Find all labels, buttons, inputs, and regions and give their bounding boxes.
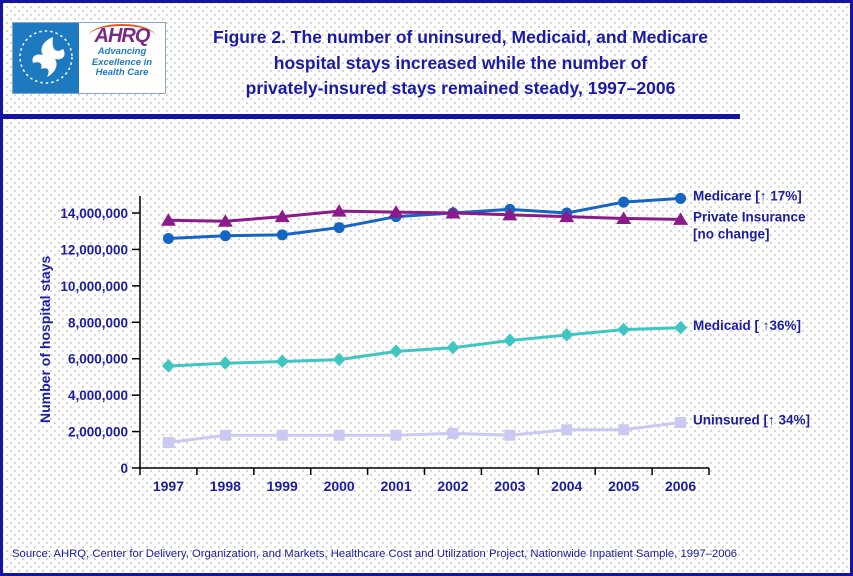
header-divider-rule: [3, 114, 740, 119]
series-medicare-marker: [333, 222, 345, 234]
series-medicaid-marker: [446, 340, 460, 355]
series-medicaid-marker: [218, 356, 232, 370]
hhs-logo: [13, 23, 79, 93]
series-uninsured-marker: [618, 424, 630, 436]
y-tick-label: 0: [120, 461, 128, 476]
series-private-insurance-marker: [559, 209, 575, 223]
hhs-eagle-icon: [19, 30, 73, 84]
series-uninsured-marker: [276, 429, 288, 441]
figure-title-line1: Figure 2. The number of uninsured, Medic…: [213, 27, 708, 47]
series-medicare-marker: [276, 229, 288, 241]
series-private-insurance-marker: [502, 207, 518, 221]
series-medicaid-marker: [389, 344, 403, 358]
series-private-insurance-marker: [445, 206, 461, 219]
series-private-insurance-annotation: [no change]: [693, 226, 770, 241]
series-medicaid-marker: [560, 328, 574, 342]
y-tick-label: 2,000,000: [68, 425, 128, 440]
series-uninsured-line: [168, 420, 681, 444]
series-medicaid-marker: [161, 359, 175, 373]
series-uninsured-marker: [390, 429, 402, 441]
x-tick-label: 2005: [608, 478, 639, 494]
x-tick-label: 2006: [665, 478, 696, 494]
series-private-insurance-line: [168, 209, 681, 223]
series-medicaid-marker: [674, 320, 688, 335]
series-uninsured-marker: [675, 416, 687, 428]
series-uninsured-annotation: Uninsured [↑ 34%]: [693, 412, 810, 427]
series-uninsured-marker: [162, 437, 174, 448]
series-private-insurance-marker: [274, 209, 290, 223]
x-tick-label: 2000: [324, 478, 355, 494]
series-private-insurance-marker: [331, 204, 347, 217]
series-private-insurance-marker: [217, 214, 233, 227]
y-tick-label: 4,000,000: [68, 388, 128, 403]
series-medicaid-line: [168, 326, 681, 368]
series-medicare-marker: [162, 233, 174, 244]
x-tick-label: 2004: [551, 478, 582, 494]
series-medicaid-marker: [332, 352, 346, 367]
y-tick-label: 8,000,000: [68, 315, 128, 330]
series-uninsured-marker: [447, 427, 459, 439]
figure-title-line2: hospital stays increased while the numbe…: [273, 52, 648, 73]
series-uninsured-marker: [219, 429, 231, 441]
ahrq-tagline-line1: Advancing: [97, 46, 147, 57]
series-medicare-marker: [675, 192, 687, 204]
series-private-insurance-marker: [616, 211, 632, 224]
x-tick-label: 1998: [210, 478, 241, 494]
series-private-insurance-marker: [160, 213, 176, 226]
figure-title-line3: privately-insured stays remained steady,…: [245, 78, 676, 98]
figure-title: Figure 2. The number of uninsured, Medic…: [173, 25, 748, 102]
ahrq-tagline-line2: Excellence in: [91, 56, 153, 68]
y-tick-label: 14,000,000: [60, 206, 128, 221]
series-medicare-line: [168, 196, 681, 240]
line-chart: 0 2,000,000 4,000,000 6,000,000 8,000,000 10,…: [60, 188, 810, 494]
ahrq-arc-icon: [89, 24, 155, 36]
ahrq-tagline-line3: Health Care: [95, 67, 149, 78]
series-medicaid-marker: [503, 333, 517, 347]
x-tick-label: 2001: [380, 478, 411, 494]
series-medicaid-marker: [275, 354, 289, 368]
series-medicare-marker: [219, 230, 231, 242]
ahrq-logo: AHRQ Advancing Excellence in Health Care: [79, 23, 165, 93]
y-tick-label: 6,000,000: [68, 352, 128, 367]
y-tick-label: 10,000,000: [60, 279, 128, 294]
series-private-insurance-marker: [388, 205, 404, 218]
series-medicare-annotation: Medicare [↑ 17%]: [693, 188, 802, 203]
x-tick-label: 1997: [153, 478, 184, 494]
series-medicaid-marker: [617, 322, 631, 337]
series-medicaid-annotation: Medicaid [ ↑36%]: [693, 318, 801, 333]
series-private-insurance-marker: [673, 212, 689, 225]
x-tick-label: 2002: [437, 478, 468, 494]
series-private-insurance-annotation: Private Insurance: [693, 209, 806, 224]
series-uninsured-marker: [333, 429, 345, 441]
series-uninsured-marker: [504, 429, 516, 441]
y-tick-label: 12,000,000: [60, 242, 128, 257]
x-tick-label: 1999: [267, 478, 298, 494]
source-note: Source: AHRQ, Center for Delivery, Organ…: [12, 548, 738, 560]
series-uninsured-marker: [561, 424, 573, 436]
agency-logo: AHRQ Advancing Excellence in Health Care: [12, 22, 166, 94]
x-tick-label: 2003: [494, 478, 525, 494]
series-medicare-marker: [618, 196, 630, 208]
